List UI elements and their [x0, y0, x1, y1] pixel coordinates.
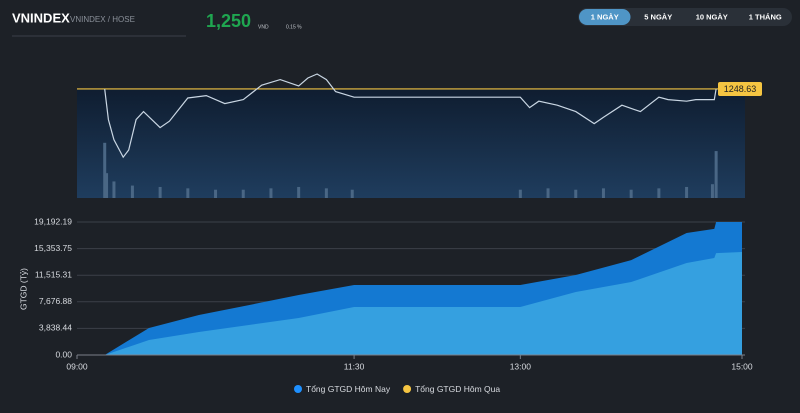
tab[interactable]: 1 THÁNG [749, 12, 782, 21]
volume-bar [103, 142, 107, 198]
legend-label: Tổng GTGD Hôm Qua [415, 384, 500, 394]
y-tick-label: 15,353.75 [34, 243, 72, 253]
price: 1,250 [206, 11, 251, 31]
volume-bar [112, 181, 116, 198]
y-tick-label: 3,838.44 [39, 323, 72, 333]
price-panel [77, 88, 745, 198]
last-price-label: 1248.63 [724, 84, 757, 94]
volume-bar [186, 188, 190, 198]
x-tick-label: 15:00 [731, 361, 753, 371]
volume-bar [350, 189, 354, 198]
volume-bar [710, 184, 714, 198]
y-axis-label: GTGD (Tỷ) [18, 268, 28, 310]
last-price-box [718, 81, 762, 96]
y-tick-label: 0.00 [55, 349, 72, 359]
volume-bar [241, 189, 245, 198]
change-percent: 0.15 % [286, 24, 302, 30]
legend-dot [294, 385, 302, 393]
volume-bar [130, 185, 134, 198]
tab[interactable]: 1 NGÀY [591, 12, 619, 21]
legend-label: Tổng GTGD Hôm Nay [306, 384, 391, 394]
volume-bar [657, 188, 661, 198]
symbol: VNINDEX [12, 10, 70, 25]
x-tick-label: 09:00 [66, 361, 88, 371]
price-line [104, 73, 717, 159]
volume-bar [685, 186, 689, 198]
volume-bar [714, 151, 718, 198]
currency: VND [258, 24, 269, 30]
volume-bar [105, 173, 109, 198]
y-tick-label: 19,192.19 [34, 216, 72, 226]
volume-bar [158, 186, 162, 198]
volume-bar [546, 188, 550, 198]
volume-bar [324, 188, 328, 198]
tab[interactable]: 10 NGÀY [696, 12, 728, 21]
legend-dot [403, 385, 412, 393]
volume-bar [269, 188, 273, 198]
tab-bar [578, 8, 792, 26]
x-tick-label: 11:30 [344, 361, 365, 371]
volume-bar [518, 189, 522, 198]
volume-bar [601, 188, 605, 198]
area [104, 252, 742, 355]
y-tick-label: 7,676.88 [39, 296, 72, 306]
exchange: VNINDEX / HOSE [70, 15, 135, 24]
volume-bar [297, 186, 301, 198]
volume-bar [574, 189, 578, 198]
tab-active[interactable] [579, 9, 631, 25]
y-tick-label: 11,515.31 [35, 269, 72, 279]
tab[interactable]: 5 NGÀY [644, 12, 672, 21]
volume-bar [214, 189, 218, 198]
x-tick-label: 13:00 [510, 361, 532, 371]
volume-bar [629, 189, 633, 198]
